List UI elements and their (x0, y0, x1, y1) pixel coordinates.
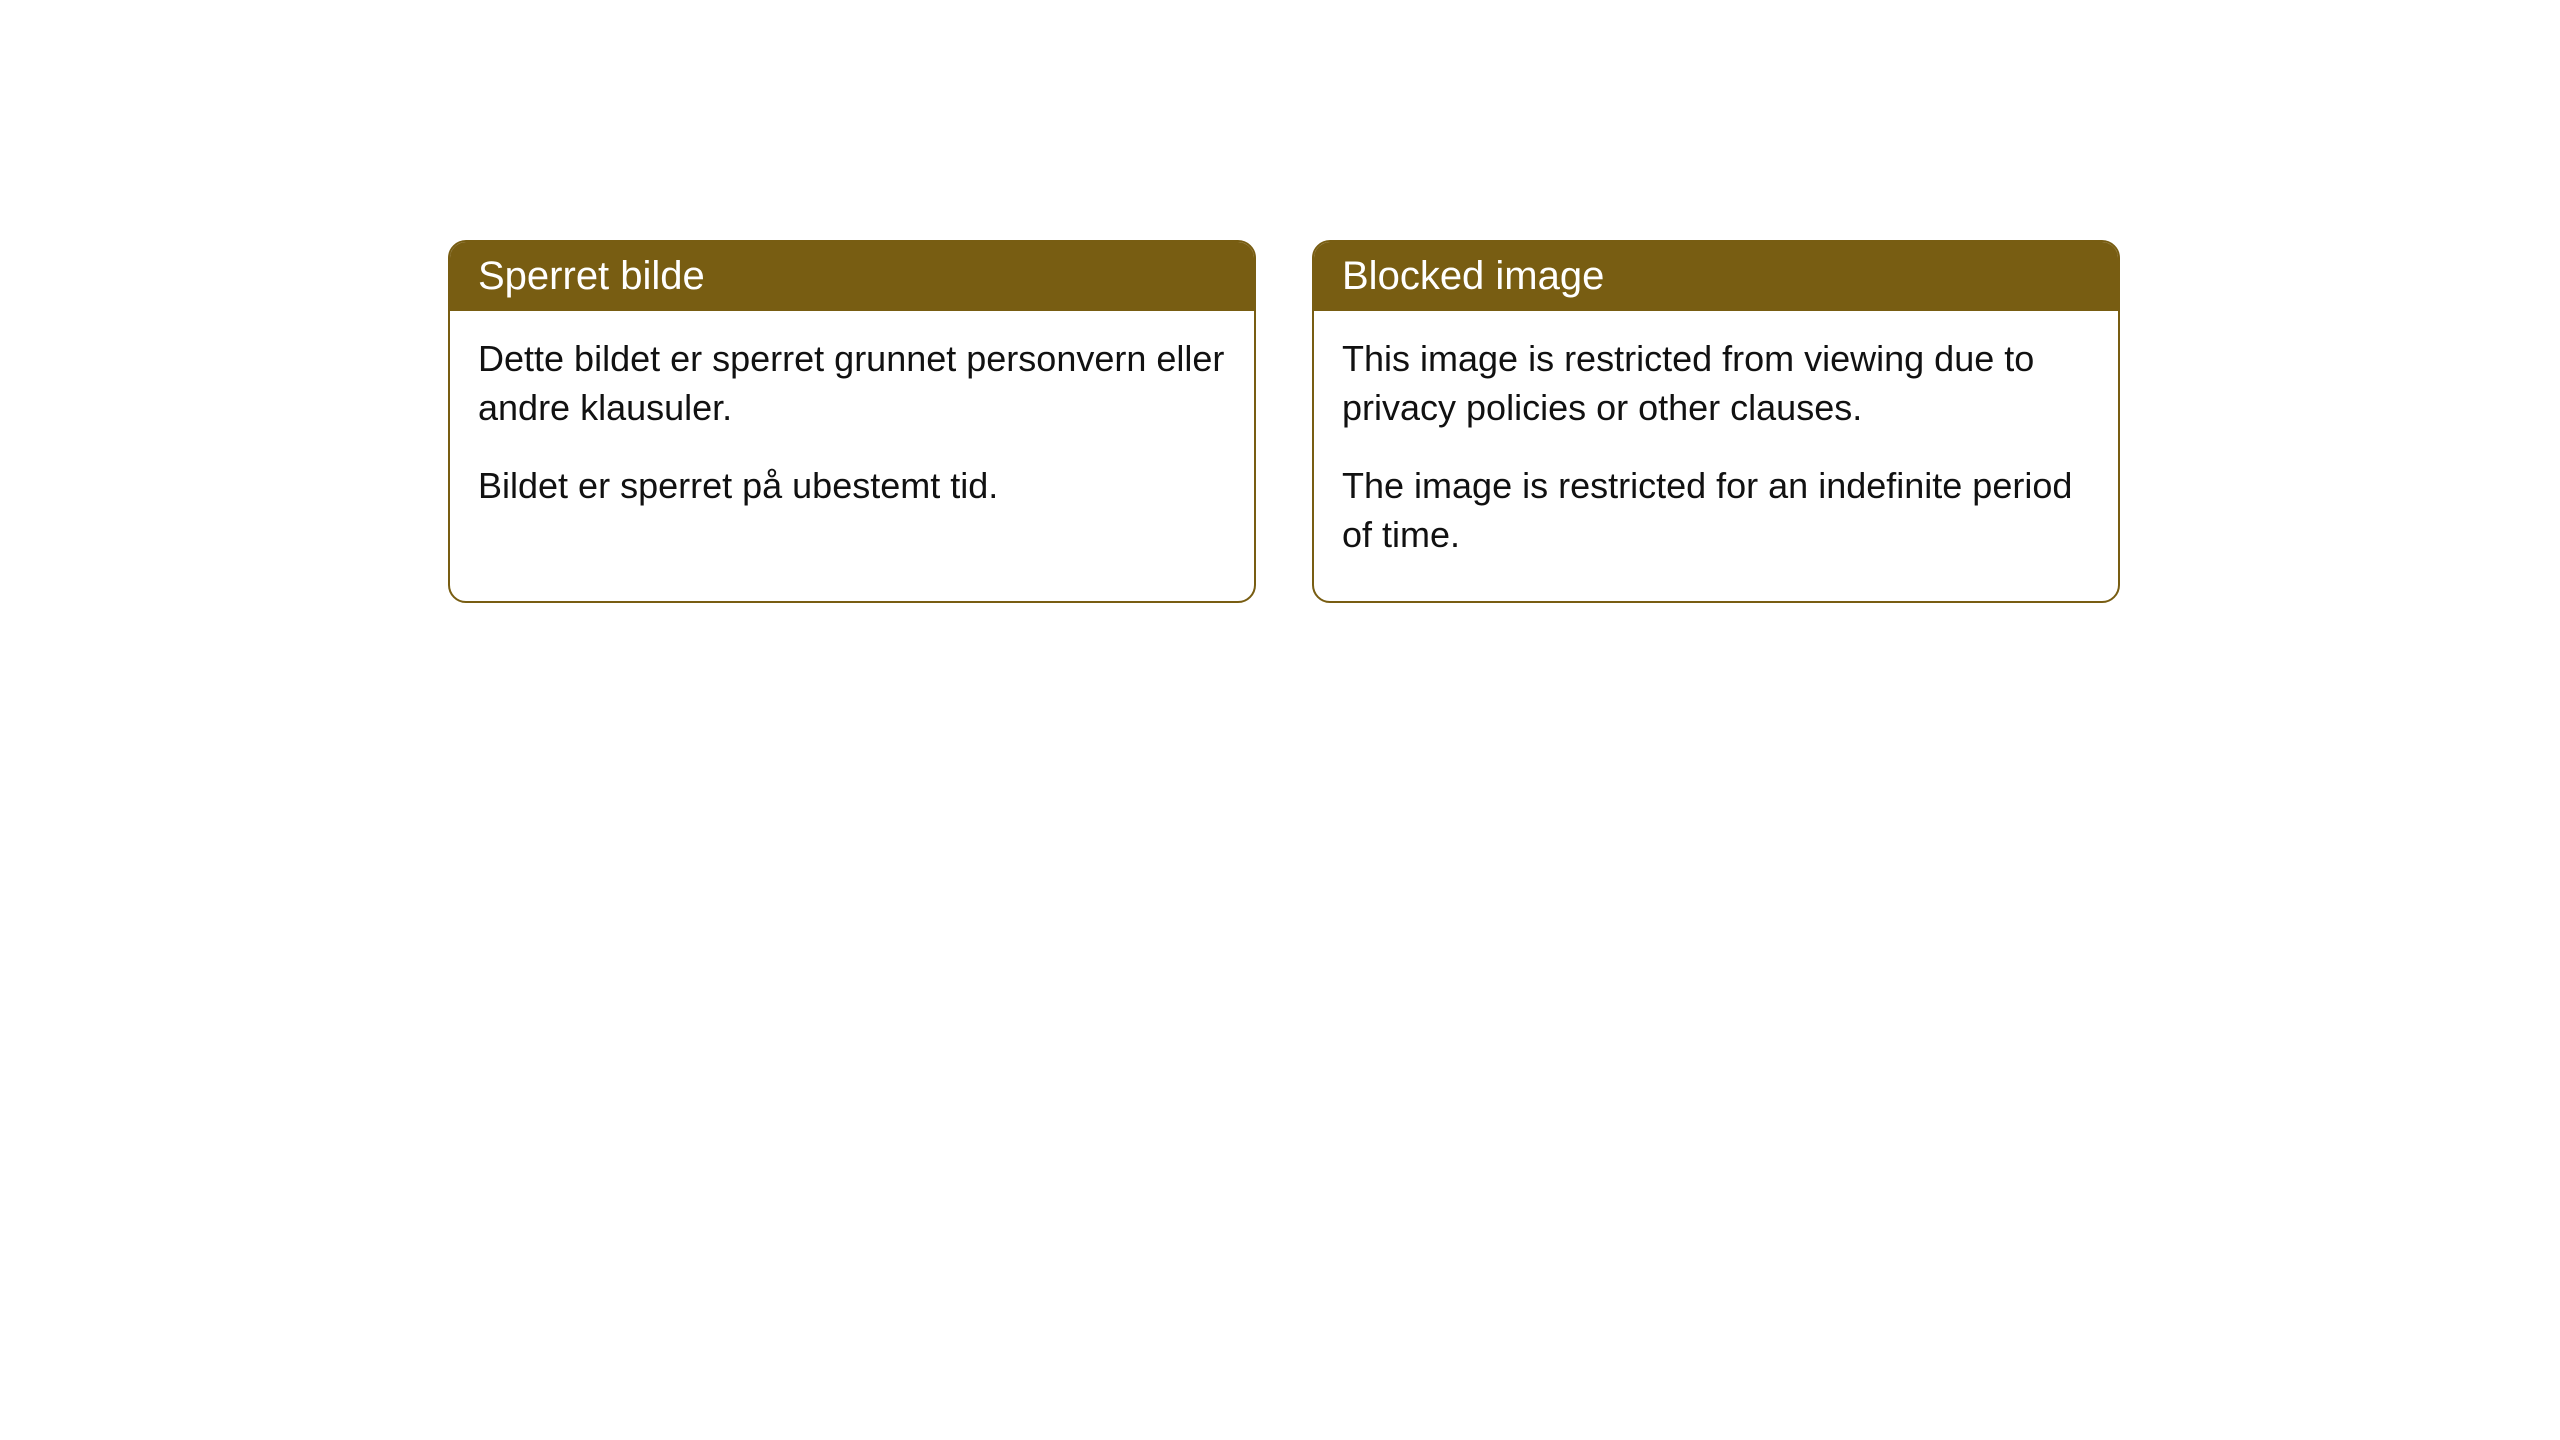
notice-body: Dette bildet er sperret grunnet personve… (450, 311, 1254, 553)
notice-paragraph: The image is restricted for an indefinit… (1342, 462, 2090, 559)
notice-card-norwegian: Sperret bilde Dette bildet er sperret gr… (448, 240, 1256, 603)
notice-paragraph: This image is restricted from viewing du… (1342, 335, 2090, 432)
notice-body: This image is restricted from viewing du… (1314, 311, 2118, 601)
notice-paragraph: Bildet er sperret på ubestemt tid. (478, 462, 1226, 511)
notice-title: Blocked image (1342, 254, 1604, 298)
notice-paragraph: Dette bildet er sperret grunnet personve… (478, 335, 1226, 432)
notice-header: Sperret bilde (450, 242, 1254, 311)
notice-header: Blocked image (1314, 242, 2118, 311)
notice-container: Sperret bilde Dette bildet er sperret gr… (0, 0, 2560, 603)
notice-title: Sperret bilde (478, 254, 705, 298)
notice-card-english: Blocked image This image is restricted f… (1312, 240, 2120, 603)
